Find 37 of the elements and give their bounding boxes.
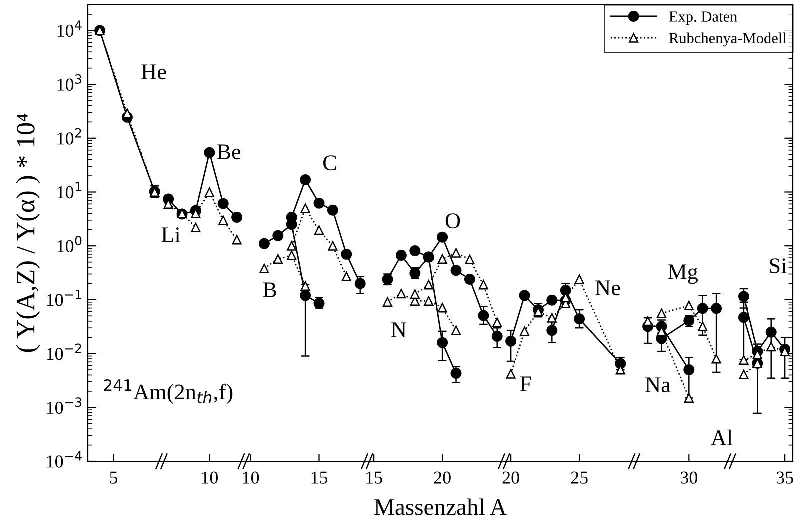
x-tick-label: 20 — [502, 472, 520, 484]
annotation: F — [520, 376, 532, 392]
annotation: Li — [162, 228, 180, 242]
annotation: Al — [711, 430, 733, 446]
y-tick-label: 10$^{−4}$ — [47, 452, 82, 468]
legend-label: Exp. Daten — [669, 12, 738, 26]
annotation: $^{241}$Am(2n$_{th}$,f) — [104, 379, 233, 404]
x-tick-label: 25 — [571, 472, 588, 484]
x-tick-label: 5 — [110, 472, 118, 484]
x-tick-label: 10 — [243, 472, 260, 484]
x-tick-label: 30 — [680, 472, 698, 484]
y-tick-label: 10$^{1}$ — [58, 182, 82, 199]
x-axis-title: Massenzahl A — [374, 498, 507, 516]
y-tick-label: 10$^{3}$ — [58, 74, 82, 91]
legend-label: Rubchenya-Modell — [669, 32, 787, 47]
x-tick-label: 20 — [434, 472, 451, 484]
y-axis-title: ( Y(A,Z) / Y(α) ) * 10⁴ — [16, 114, 40, 352]
x-tick-label: 15 — [366, 472, 382, 484]
annotation: B — [263, 282, 276, 298]
y-tick-label: 10$^{0}$ — [58, 236, 82, 253]
annotation: O — [446, 214, 460, 229]
y-tick-label: 10$^{−1}$ — [47, 290, 82, 306]
annotation: Si — [770, 258, 787, 274]
annotation: C — [324, 156, 336, 171]
annotation: N — [392, 322, 407, 338]
y-tick-label: 10$^{2}$ — [58, 128, 82, 145]
annotation: He — [142, 64, 166, 80]
annotation: Na — [646, 378, 671, 393]
y-tick-label: 10$^{4}$ — [58, 20, 82, 38]
annotation: Be — [217, 144, 241, 160]
annotation: Mg — [668, 264, 698, 284]
x-tick-label: 15 — [312, 472, 328, 484]
y-tick-label: 10$^{−3}$ — [47, 398, 82, 414]
x-tick-label: 35 — [776, 472, 794, 484]
x-tick-label: 10 — [202, 472, 218, 484]
y-tick-label: 10$^{−2}$ — [47, 344, 82, 360]
annotation: Ne — [596, 280, 620, 296]
